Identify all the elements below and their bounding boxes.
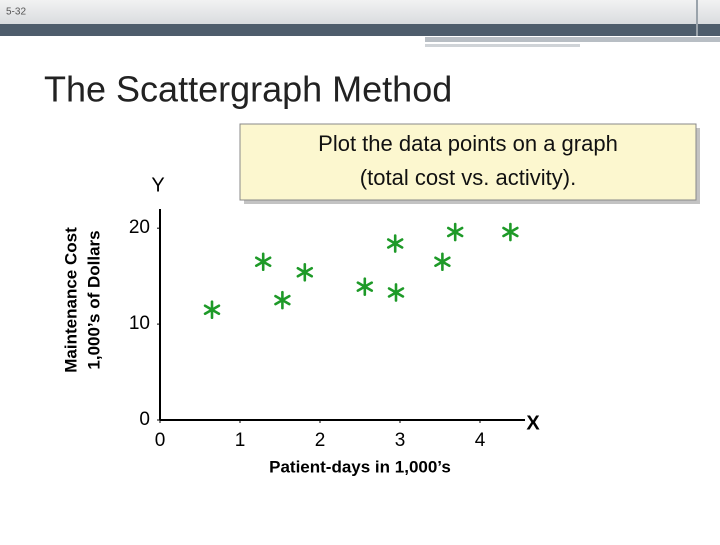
asterisk-stroke	[356, 281, 374, 292]
data-point	[434, 252, 451, 272]
y-tick-label: 10	[129, 313, 150, 334]
data-point	[254, 252, 272, 272]
header-bar	[0, 24, 720, 36]
x-axis-label: Patient-days in 1,000’s	[269, 457, 451, 476]
asterisk-stroke	[203, 304, 221, 316]
x-tick-label: 2	[315, 430, 326, 451]
callout-text: (total cost vs. activity).	[360, 165, 576, 190]
x-tick-label: 4	[475, 430, 486, 451]
x-axis-name: X	[526, 412, 540, 434]
y-axis-name: Y	[151, 174, 164, 196]
accent-line	[425, 37, 720, 42]
y-axis-label: Maintenance Cost	[61, 227, 80, 373]
asterisk-stroke	[296, 266, 314, 278]
data-point	[356, 277, 374, 296]
data-point	[296, 262, 314, 282]
asterisk-stroke	[502, 226, 519, 238]
x-tick-label: 1	[235, 430, 246, 451]
x-tick-label: 3	[395, 430, 406, 451]
asterisk-stroke	[386, 238, 404, 249]
data-point	[446, 222, 464, 242]
data-point	[274, 290, 291, 310]
y-tick-label: 0	[139, 409, 150, 430]
asterisk-stroke	[446, 226, 464, 238]
top-band	[0, 0, 720, 24]
asterisk-stroke	[434, 256, 451, 268]
data-point	[386, 234, 404, 253]
slide-number: 5-32	[6, 7, 26, 18]
accent-line	[425, 44, 580, 47]
asterisk-stroke	[254, 256, 272, 268]
data-point	[387, 283, 405, 302]
asterisk-stroke	[274, 294, 291, 306]
data-point	[203, 300, 221, 320]
callout-box	[239, 123, 697, 201]
asterisk-stroke	[387, 287, 405, 298]
x-tick-label: 0	[155, 430, 166, 451]
y-tick-label: 20	[129, 217, 150, 238]
chart: Y X Patient-days in 1,000’s Maintenance Cos…	[61, 174, 540, 476]
callout-text: Plot the data points on a graph	[318, 131, 618, 156]
y-axis-label: 1,000’s of Dollars	[84, 230, 103, 369]
data-point	[502, 222, 519, 242]
slide-title: The Scattergraph Method	[44, 69, 452, 110]
